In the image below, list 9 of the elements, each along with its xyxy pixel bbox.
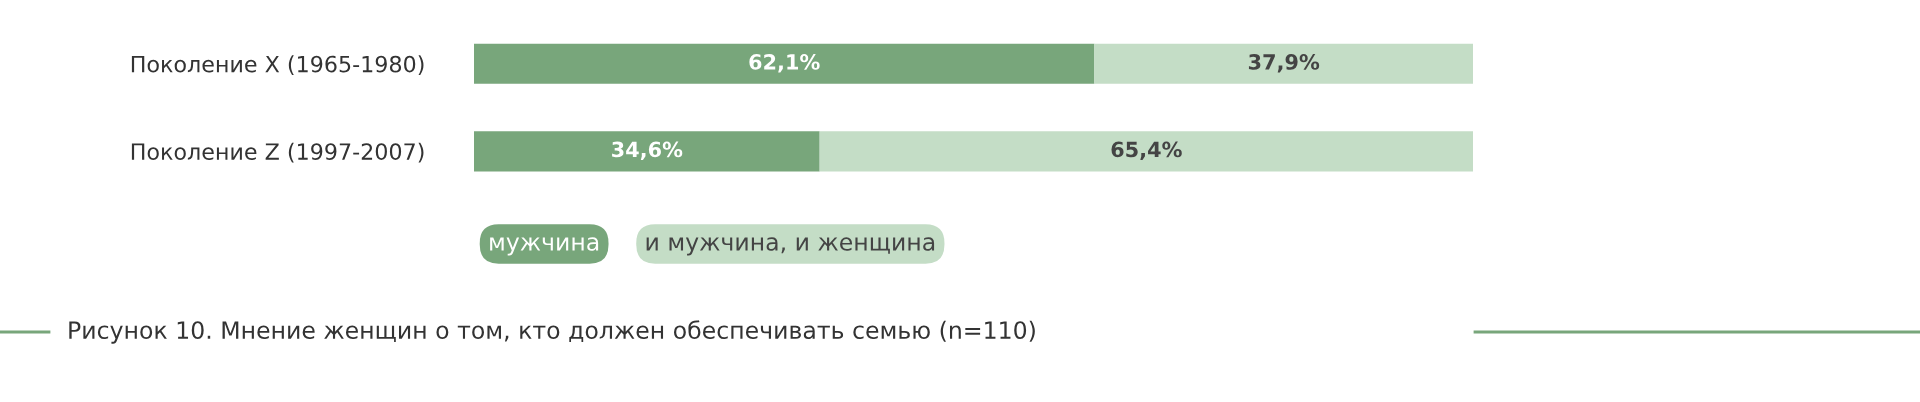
text: Рисунок 10. Мнение женщин о том, кто должен обеспечивать семью (n=110) bbox=[69, 320, 1035, 344]
data-label: 65,4% bbox=[1111, 141, 1182, 160]
text: мужчина bbox=[490, 237, 599, 256]
data-label: 37,9% bbox=[1248, 54, 1320, 73]
y-tick-label: Поколение Z (1997-2007) bbox=[131, 142, 424, 163]
data-label: 62,1% bbox=[749, 54, 820, 73]
data-label: 34,6% bbox=[612, 141, 683, 160]
text: и мужчина, и женщина bbox=[646, 237, 935, 256]
y-tick-label: Поколение X (1965-1980) bbox=[131, 55, 424, 76]
